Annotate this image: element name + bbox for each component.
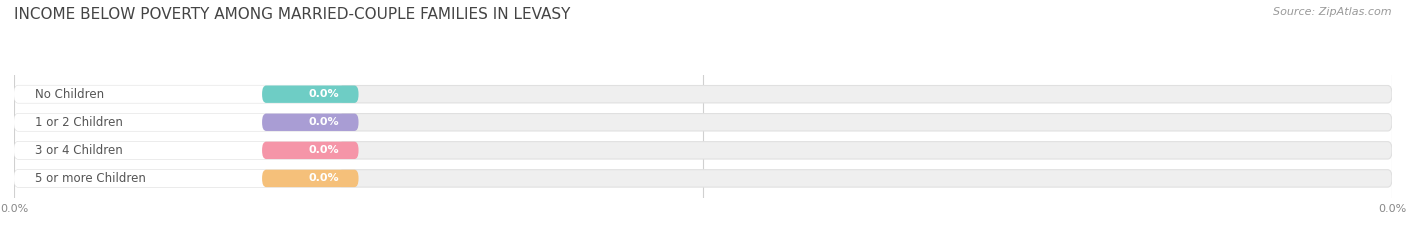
FancyBboxPatch shape <box>14 142 1392 159</box>
FancyBboxPatch shape <box>14 170 1392 187</box>
Text: 5 or more Children: 5 or more Children <box>35 172 146 185</box>
FancyBboxPatch shape <box>14 142 344 159</box>
Text: 0.0%: 0.0% <box>309 173 339 183</box>
FancyBboxPatch shape <box>14 113 344 131</box>
FancyBboxPatch shape <box>14 113 1392 131</box>
Text: INCOME BELOW POVERTY AMONG MARRIED-COUPLE FAMILIES IN LEVASY: INCOME BELOW POVERTY AMONG MARRIED-COUPL… <box>14 7 571 22</box>
Text: 0.0%: 0.0% <box>309 89 339 99</box>
Text: 0.0%: 0.0% <box>309 145 339 155</box>
Text: Source: ZipAtlas.com: Source: ZipAtlas.com <box>1274 7 1392 17</box>
FancyBboxPatch shape <box>14 86 1392 103</box>
Text: 0.0%: 0.0% <box>309 117 339 127</box>
Text: No Children: No Children <box>35 88 104 101</box>
Text: 3 or 4 Children: 3 or 4 Children <box>35 144 122 157</box>
FancyBboxPatch shape <box>262 170 359 187</box>
FancyBboxPatch shape <box>262 113 359 131</box>
Text: 1 or 2 Children: 1 or 2 Children <box>35 116 122 129</box>
FancyBboxPatch shape <box>14 170 344 187</box>
FancyBboxPatch shape <box>262 142 359 159</box>
FancyBboxPatch shape <box>14 86 344 103</box>
FancyBboxPatch shape <box>262 86 359 103</box>
